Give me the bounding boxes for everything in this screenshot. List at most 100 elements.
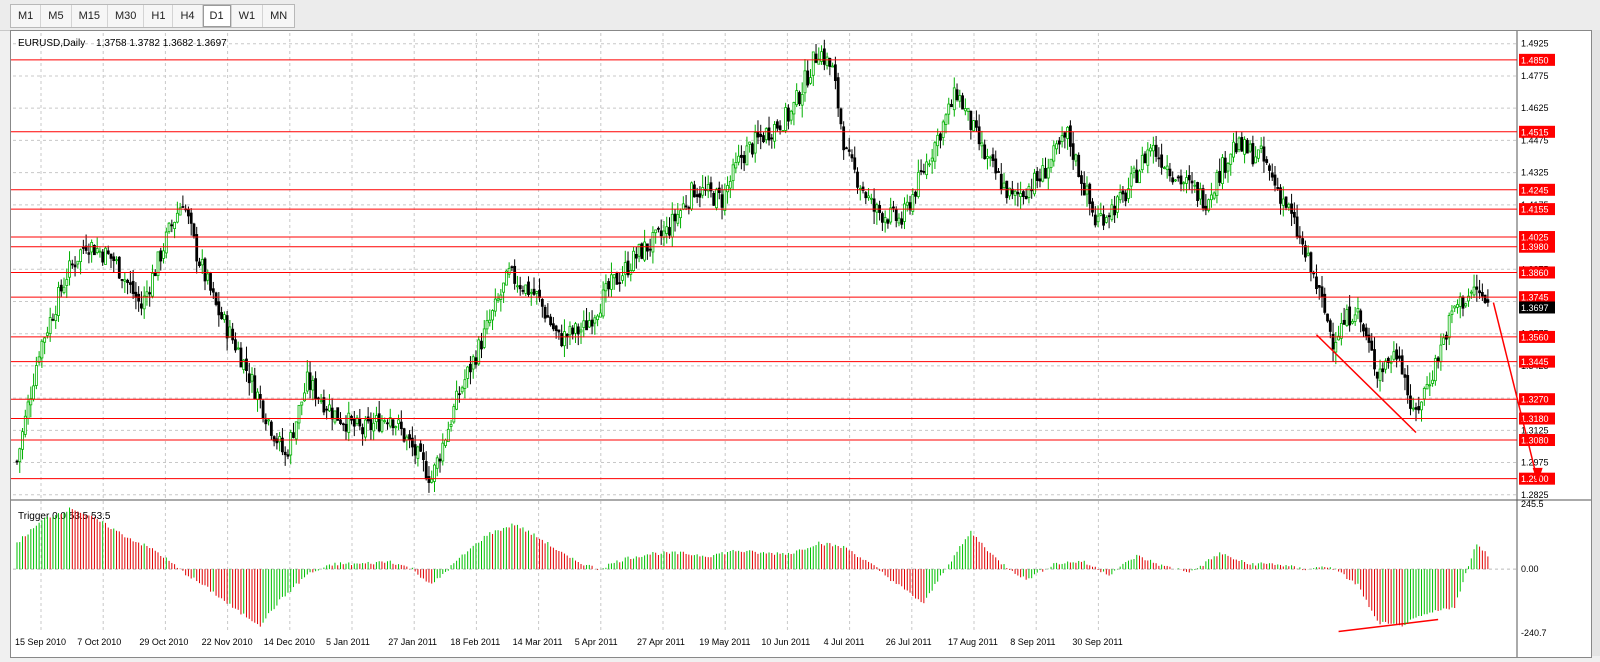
candle-body bbox=[178, 207, 182, 216]
candle bbox=[828, 57, 832, 76]
candle-body bbox=[687, 207, 691, 209]
timeframe-button-h1[interactable]: H1 bbox=[144, 5, 174, 27]
timeframe-button-h4[interactable]: H4 bbox=[173, 5, 203, 27]
chart-window[interactable]: EURUSD,Daily 1.3758 1.3782 1.3682 1.3697… bbox=[10, 30, 1592, 658]
timeframe-button-m15[interactable]: M15 bbox=[72, 5, 108, 27]
candle bbox=[112, 252, 116, 273]
candle bbox=[452, 403, 456, 424]
candle-body bbox=[1359, 310, 1363, 323]
candle-body bbox=[1091, 201, 1094, 213]
candle bbox=[350, 414, 353, 425]
candle-body bbox=[170, 224, 174, 227]
time-tick-label: 4 Jul 2011 bbox=[824, 637, 865, 647]
candle-body bbox=[1337, 335, 1340, 341]
candle-body bbox=[604, 283, 608, 292]
candle-body bbox=[875, 204, 879, 213]
timeframe-button-mn[interactable]: MN bbox=[270, 10, 288, 22]
candle-body bbox=[1171, 177, 1175, 183]
candle bbox=[842, 121, 846, 160]
timeframe-button-d1[interactable]: D1 bbox=[202, 5, 232, 27]
candle-body bbox=[493, 298, 497, 312]
candle-body bbox=[612, 274, 616, 279]
timeframe-button-m30[interactable]: M30 bbox=[108, 5, 145, 27]
chart-canvas[interactable]: EURUSD,Daily 1.3758 1.3782 1.3682 1.3697… bbox=[11, 31, 1591, 657]
candle-body bbox=[795, 90, 799, 106]
candle bbox=[140, 291, 143, 316]
candle-body bbox=[112, 256, 116, 262]
candle-body bbox=[1362, 324, 1365, 332]
candle-body bbox=[820, 51, 823, 62]
candle-body bbox=[941, 121, 945, 138]
timeframe-button-w1[interactable]: W1 bbox=[232, 5, 264, 27]
candle bbox=[181, 195, 185, 208]
candle-body bbox=[1240, 136, 1244, 152]
candle bbox=[1403, 368, 1407, 391]
candle bbox=[438, 453, 442, 473]
candle-body bbox=[1027, 186, 1031, 199]
candle bbox=[1378, 359, 1382, 392]
candle bbox=[1243, 136, 1246, 164]
timeframe-button-m5[interactable]: M5 bbox=[41, 5, 72, 27]
candle-body bbox=[51, 318, 55, 321]
candle-body bbox=[977, 126, 981, 145]
candle bbox=[1447, 312, 1451, 346]
candle bbox=[170, 219, 174, 233]
candle bbox=[551, 317, 555, 332]
candle-body bbox=[1215, 172, 1219, 196]
candle-body bbox=[1198, 188, 1202, 200]
candle bbox=[858, 185, 862, 201]
candle-body bbox=[1099, 213, 1103, 216]
candle bbox=[513, 259, 517, 290]
candle-body bbox=[1104, 217, 1108, 223]
candle bbox=[1035, 167, 1039, 189]
candle bbox=[1132, 165, 1136, 179]
candle bbox=[1339, 312, 1343, 346]
candle bbox=[1480, 283, 1484, 302]
candle bbox=[1436, 356, 1440, 369]
candle bbox=[1290, 193, 1293, 226]
candle-body bbox=[485, 320, 489, 330]
candle bbox=[980, 130, 984, 159]
candle-body bbox=[1107, 215, 1111, 218]
candle-body bbox=[256, 391, 259, 401]
candle bbox=[698, 186, 702, 208]
candle-body bbox=[930, 157, 934, 162]
candle bbox=[831, 62, 835, 68]
time-tick-label: 17 Aug 2011 bbox=[948, 637, 998, 647]
candle-body bbox=[991, 154, 995, 161]
candle bbox=[1080, 170, 1083, 196]
candle bbox=[518, 276, 522, 296]
candle bbox=[847, 137, 851, 157]
candle-body bbox=[1193, 184, 1197, 187]
candle bbox=[424, 451, 428, 481]
candle-body bbox=[1304, 245, 1307, 258]
candle-body bbox=[1417, 406, 1421, 411]
candle-body bbox=[289, 431, 293, 456]
candle bbox=[1071, 131, 1075, 170]
candle bbox=[1038, 168, 1042, 188]
candle bbox=[79, 248, 82, 275]
candle bbox=[706, 175, 710, 199]
candle-body bbox=[358, 418, 362, 427]
candle-body bbox=[54, 314, 58, 321]
candle-body bbox=[914, 191, 917, 197]
candle bbox=[1221, 154, 1224, 190]
candle-body bbox=[925, 161, 929, 176]
candle-body bbox=[1165, 165, 1169, 171]
candle-body bbox=[1060, 135, 1064, 143]
candle-body bbox=[900, 218, 904, 225]
timeframe-button-m1[interactable]: M1 bbox=[11, 5, 42, 27]
candle-body bbox=[330, 407, 334, 420]
candle bbox=[822, 39, 826, 71]
candle-body bbox=[803, 70, 807, 94]
level-label: 1.3745 bbox=[1521, 293, 1549, 303]
candle bbox=[587, 312, 591, 329]
candle-body bbox=[1389, 361, 1393, 364]
candle bbox=[1331, 322, 1335, 362]
candle bbox=[330, 398, 334, 431]
candle-body bbox=[446, 428, 450, 443]
candle-body bbox=[286, 454, 290, 457]
candle-body bbox=[507, 267, 511, 275]
candle-body bbox=[1384, 360, 1387, 370]
candle-body bbox=[408, 434, 412, 441]
